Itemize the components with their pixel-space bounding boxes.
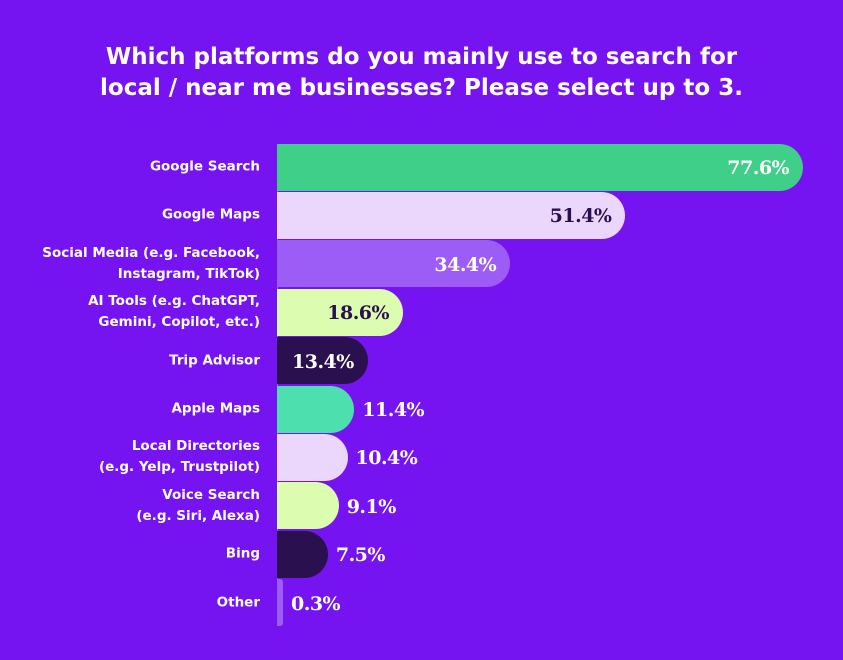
category-label-line: Google Maps [161,206,260,223]
category-label-line: (e.g. Yelp, Trustpilot) [98,459,260,476]
bar [277,385,355,433]
category-label-line: Other [216,594,260,611]
category-label-line: Instagram, TikTok) [117,265,260,282]
chart-title-line-2: local / near me businesses? Please selec… [100,75,743,101]
category-label-line: Google Search [149,158,260,175]
value-label: 51.4% [549,205,612,228]
bar [277,191,626,239]
value-label: 34.4% [434,253,497,276]
category-label: Bing [0,544,260,565]
value-label: 11.4% [362,399,425,421]
value-label: 0.3% [291,592,341,615]
category-label: Local Directories (e.g. Yelp, Trustpilot) [0,436,260,478]
category-label-line: Local Directories [131,438,260,455]
category-label-line: Bing [225,545,260,562]
category-label-line: Trip Advisor [169,352,260,369]
chart-title-line-1: Which platforms do you mainly use to sea… [105,44,738,70]
category-label-line: Social Media (e.g. Facebook, [42,244,260,261]
category-label: Google Search [0,157,260,178]
value-label: 77.6% [727,157,790,179]
category-label: Trip Advisor [0,350,260,371]
category-label: Voice Search (e.g. Siri, Alexa) [0,485,260,527]
category-label: AI Tools (e.g. ChatGPT, Gemini, Copilot, … [0,291,260,333]
category-label: Social Media (e.g. Facebook, Instagram, T… [0,243,260,285]
category-label: Apple Maps [0,399,260,420]
category-label: Google Maps [0,205,260,226]
bar [277,433,348,481]
category-label: Other [0,592,260,613]
category-label-line: AI Tools (e.g. ChatGPT, [88,293,260,310]
chart-title: Which platforms do you mainly use to sea… [0,42,843,104]
bar [277,530,328,578]
category-label-line: Apple Maps [171,400,260,417]
bar [277,288,404,336]
bar [277,337,368,385]
bar [277,240,511,288]
bar [277,482,339,530]
bar [277,143,804,191]
bar [277,579,283,627]
value-label: 10.4% [355,447,418,470]
value-label: 18.6% [327,302,390,325]
category-label-line: Gemini, Copilot, etc.) [98,314,260,331]
value-label: 9.1% [346,495,397,518]
category-label-line: (e.g. Siri, Alexa) [136,507,260,524]
category-label-line: Voice Search [162,486,260,503]
value-label: 13.4% [292,350,354,373]
value-label: 7.5% [335,544,386,567]
